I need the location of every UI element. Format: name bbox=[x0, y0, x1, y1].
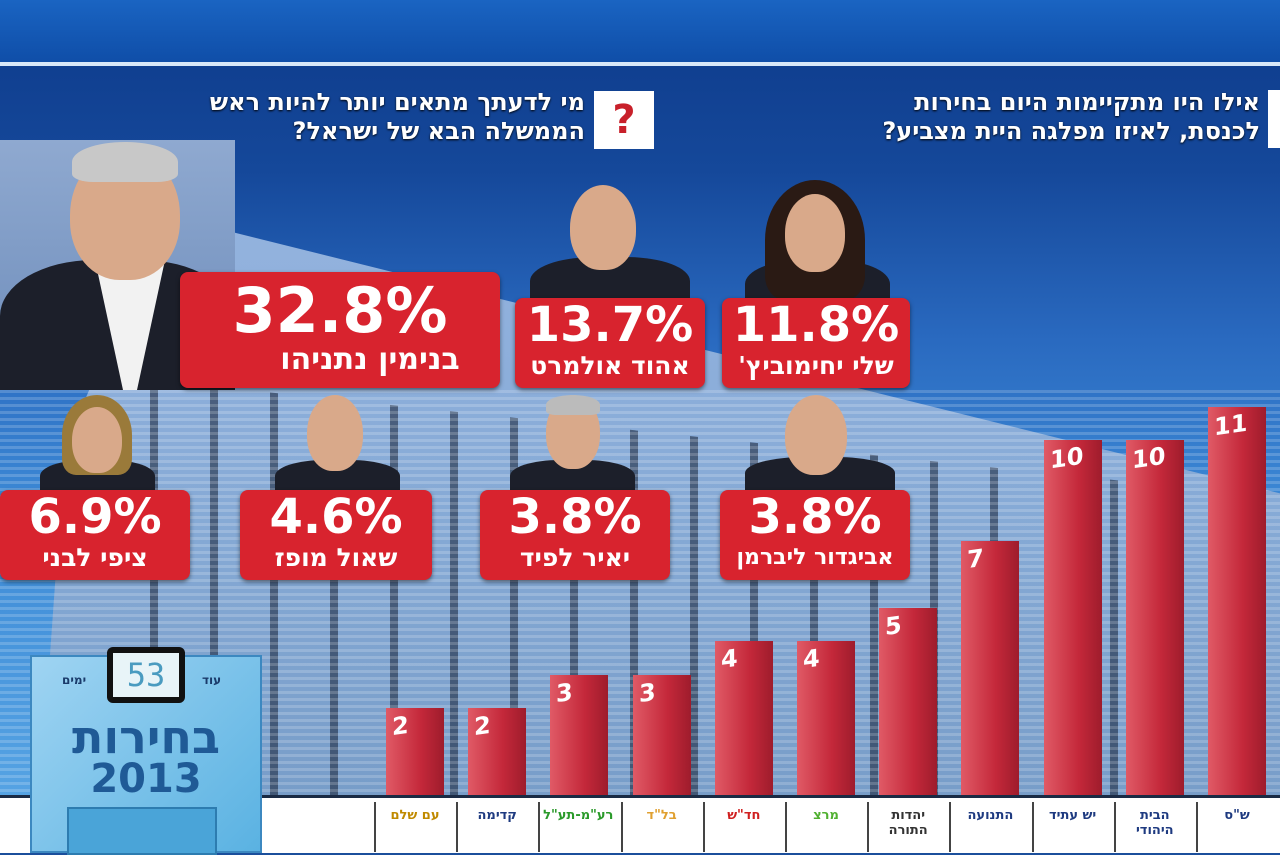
mofaz-photo bbox=[275, 395, 400, 490]
bar-8: 10 bbox=[1043, 440, 1102, 795]
candidate-card: 13.7% אהוד אולמרט bbox=[515, 298, 705, 388]
party-name: חד"ש bbox=[727, 808, 761, 823]
bar-6: 5 bbox=[879, 607, 938, 795]
badge-title: בחירות bbox=[71, 710, 221, 764]
bar-2: 3 bbox=[550, 674, 609, 795]
party-name: עם שלם bbox=[390, 808, 440, 823]
elections-2013-badge: עוד ימים 53 בחירות 2013 bbox=[30, 647, 262, 855]
candidate-pct: 11.8% bbox=[732, 297, 900, 353]
candidate-name: בנימין נתניהו bbox=[280, 342, 460, 377]
candidate-card: 6.9% ציפי לבני bbox=[0, 490, 190, 580]
candidate-card: 11.8% שלי יחימוביץ' bbox=[722, 298, 910, 388]
liberman-photo bbox=[745, 395, 895, 490]
bar-5: 4 bbox=[797, 641, 855, 795]
candidate-name: שאול מופז bbox=[274, 543, 398, 572]
bar-value-label: 2 bbox=[392, 710, 409, 742]
days-counter: 53 bbox=[107, 647, 185, 703]
candidate-pct: 3.8% bbox=[508, 489, 642, 545]
question-marker bbox=[1268, 90, 1280, 148]
party-name: רע"מ-תע"ל bbox=[543, 808, 614, 823]
party-name: התנועה bbox=[967, 808, 1014, 823]
party-logo: הבית היהודי bbox=[1113, 802, 1194, 852]
party-logo: חד"ש bbox=[702, 802, 783, 852]
candidate-name: אהוד אולמרט bbox=[530, 351, 690, 380]
days-count: 53 bbox=[113, 653, 179, 697]
bar-value-label: 5 bbox=[885, 610, 902, 641]
livni-photo bbox=[40, 395, 155, 490]
candidate-name: ציפי לבני bbox=[42, 543, 148, 572]
yachimovich-photo bbox=[745, 180, 890, 300]
top-bar bbox=[0, 0, 1280, 62]
until-label: עוד bbox=[202, 673, 222, 687]
party-logo: מרצ bbox=[785, 802, 865, 852]
divider bbox=[0, 62, 1280, 66]
badge-year: 2013 bbox=[90, 756, 202, 802]
candidate-name: יאיר לפיד bbox=[519, 543, 631, 572]
party-name: יש עתיד bbox=[1048, 808, 1097, 823]
party-name: מרצ bbox=[813, 808, 839, 823]
party-logo: בל"ד bbox=[620, 802, 701, 852]
bar-7: 7 bbox=[961, 540, 1020, 795]
candidate-pct: 3.8% bbox=[748, 489, 882, 545]
party-logo: יש עתיד bbox=[1031, 802, 1112, 852]
party-name: ש"ס bbox=[1224, 808, 1250, 823]
bar-value-label: 4 bbox=[720, 643, 738, 675]
bar-value-label: 10 bbox=[1131, 441, 1166, 475]
candidate-card: 4.6% שאול מופז bbox=[240, 490, 432, 580]
bar-value-label: 10 bbox=[1049, 441, 1083, 475]
bar-value-label: 11 bbox=[1214, 408, 1248, 441]
lapid-photo bbox=[510, 395, 635, 490]
question-mark-icon: ? bbox=[594, 91, 654, 149]
bar-value-label: 3 bbox=[556, 677, 574, 708]
candidate-card: 32.8% בנימין נתניהו bbox=[180, 272, 500, 388]
bar-4: 4 bbox=[714, 641, 773, 795]
party-logo: רע"מ-תע"ל bbox=[538, 802, 618, 852]
party-logo: עם שלם bbox=[374, 802, 454, 852]
candidate-name: שלי יחימוביץ' bbox=[738, 351, 894, 380]
party-logo: התנועה bbox=[949, 802, 1029, 852]
party-name: בל"ד bbox=[646, 808, 677, 823]
party-name: יהדות התורה bbox=[888, 808, 928, 838]
bar-value-label: 4 bbox=[803, 643, 820, 675]
bar-value-label: 3 bbox=[638, 677, 656, 708]
bar-3: 3 bbox=[632, 674, 691, 795]
candidate-card: 3.8% יאיר לפיד bbox=[480, 490, 670, 580]
party-logo: יהדות התורה bbox=[867, 802, 947, 852]
bar-9: 10 bbox=[1125, 440, 1184, 795]
candidate-pct: 13.7% bbox=[526, 297, 694, 353]
candidate-pct: 32.8% bbox=[232, 274, 448, 347]
candidate-pct: 6.9% bbox=[28, 489, 162, 545]
candidate-pct: 4.6% bbox=[269, 489, 403, 545]
bar-10: 11 bbox=[1208, 406, 1266, 795]
party-logo: ש"ס bbox=[1196, 802, 1276, 852]
pm-question: מי לדעתך מתאים יותר להיות ראש הממשלה הבא… bbox=[209, 88, 585, 145]
party-name: הבית היהודי bbox=[1135, 808, 1174, 838]
party-logo: קדימה bbox=[456, 802, 536, 852]
bar-value-label: 2 bbox=[474, 710, 491, 742]
bar-value-label: 7 bbox=[967, 543, 985, 574]
bar-1: 2 bbox=[468, 708, 527, 795]
candidate-name: אביגדור ליברמן bbox=[736, 545, 894, 570]
bar-0: 2 bbox=[386, 708, 444, 795]
ballot-box-icon bbox=[67, 807, 217, 855]
days-label: ימים bbox=[62, 673, 87, 687]
party-name: קדימה bbox=[477, 808, 517, 823]
parties-question: אילו היו מתקיימות היום בחירות לכנסת, לאי… bbox=[882, 88, 1260, 145]
candidate-card: 3.8% אביגדור ליברמן bbox=[720, 490, 910, 580]
olmert-photo bbox=[530, 185, 690, 300]
